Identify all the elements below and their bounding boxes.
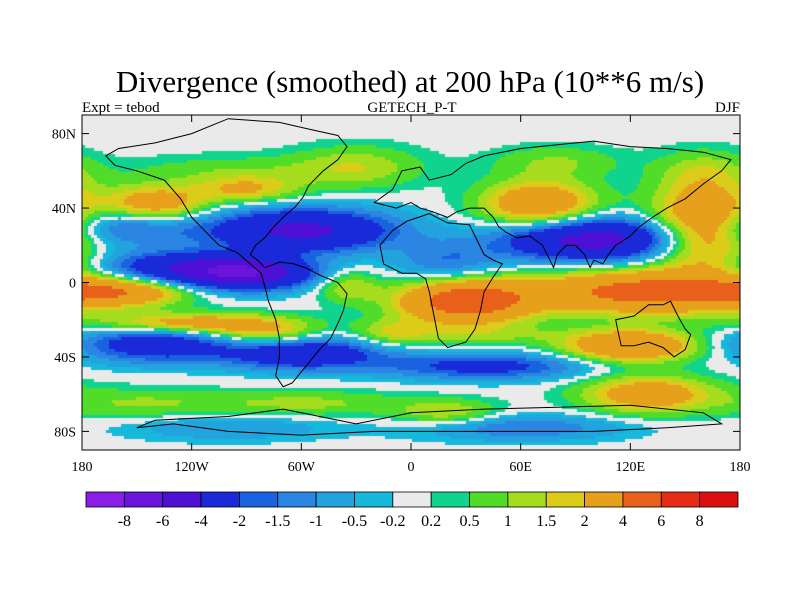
colorbar-label: 1 <box>504 513 512 530</box>
colorbar-label: -1 <box>309 513 322 530</box>
colorbar-swatch <box>699 491 739 508</box>
colorbar-swatch <box>430 491 470 508</box>
colorbar-swatch <box>622 491 662 508</box>
chart-title: Divergence (smoothed) at 200 hPa (10**6 … <box>116 64 704 99</box>
x-tick-label: 60W <box>288 460 316 475</box>
colorbar-swatch <box>392 491 432 508</box>
coastline-3 <box>615 300 692 358</box>
y-tick-label: 80N <box>52 128 76 143</box>
colorbar-label: -1.5 <box>265 513 290 530</box>
colorbar-label: -4 <box>194 513 207 530</box>
y-tick-label: 80S <box>54 425 76 440</box>
colorbar-label: 0.5 <box>460 513 480 530</box>
colorbar-label: 6 <box>657 513 665 530</box>
colorbar-swatch <box>277 491 317 508</box>
dataset-label: GETECH_P-T <box>367 100 456 116</box>
colorbar-swatch <box>162 491 202 508</box>
x-tick-label: 180 <box>730 460 751 475</box>
colorbar-swatch <box>239 491 279 508</box>
colorbar-label: -6 <box>156 513 169 530</box>
season-label: DJF <box>715 100 740 116</box>
y-axis: 80N 40N 0 40S 80S <box>52 128 740 440</box>
colorbar-swatch <box>660 491 701 508</box>
field-raster <box>82 115 740 450</box>
colorbar-swatch <box>85 491 125 508</box>
x-tick-label: 0 <box>408 460 415 475</box>
coastline-2 <box>379 213 504 349</box>
coastline-4 <box>136 404 724 436</box>
x-tick-label: 120W <box>175 460 210 475</box>
y-tick-label: 40S <box>54 351 76 366</box>
colorbar-label: 2 <box>581 513 589 530</box>
x-tick-label: 60E <box>509 460 532 475</box>
colorbar-label: -0.5 <box>342 513 367 530</box>
colorbar-swatch <box>507 491 547 508</box>
colorbar-label: -8 <box>118 513 131 530</box>
colorbar-label: 4 <box>619 513 627 530</box>
x-tick-label: 180 <box>72 460 93 475</box>
coastline-0 <box>104 118 348 388</box>
colorbar-label: -0.2 <box>380 513 405 530</box>
colorbar: -8 -6 -4 -2 -1.5 -1 -0.5 -0.2 0.2 0.5 1 1.5 2 4 6 8 <box>85 491 739 530</box>
y-tick-label: 40N <box>52 202 76 217</box>
x-tick-label: 120E <box>616 460 646 475</box>
y-tick-label: 0 <box>69 277 76 292</box>
experiment-label: Expt = tebod <box>82 100 160 116</box>
x-axis: 180 120W 60W 0 60E 120E 180 <box>72 115 751 475</box>
colorbar-swatch <box>584 491 624 508</box>
colorbar-swatch <box>123 491 164 508</box>
colorbar-swatch <box>545 491 585 508</box>
colorbar-label: 1.5 <box>536 513 556 530</box>
colorbar-label: 8 <box>696 513 704 530</box>
divergence-field <box>82 115 740 450</box>
colorbar-label: -2 <box>233 513 246 530</box>
colorbar-swatch <box>315 491 355 508</box>
coastlines <box>104 118 732 436</box>
colorbar-swatch <box>354 491 394 508</box>
coastline-1 <box>373 140 732 269</box>
colorbar-swatch <box>469 491 509 508</box>
colorbar-swatch <box>200 491 240 508</box>
colorbar-label: 0.2 <box>421 513 441 530</box>
